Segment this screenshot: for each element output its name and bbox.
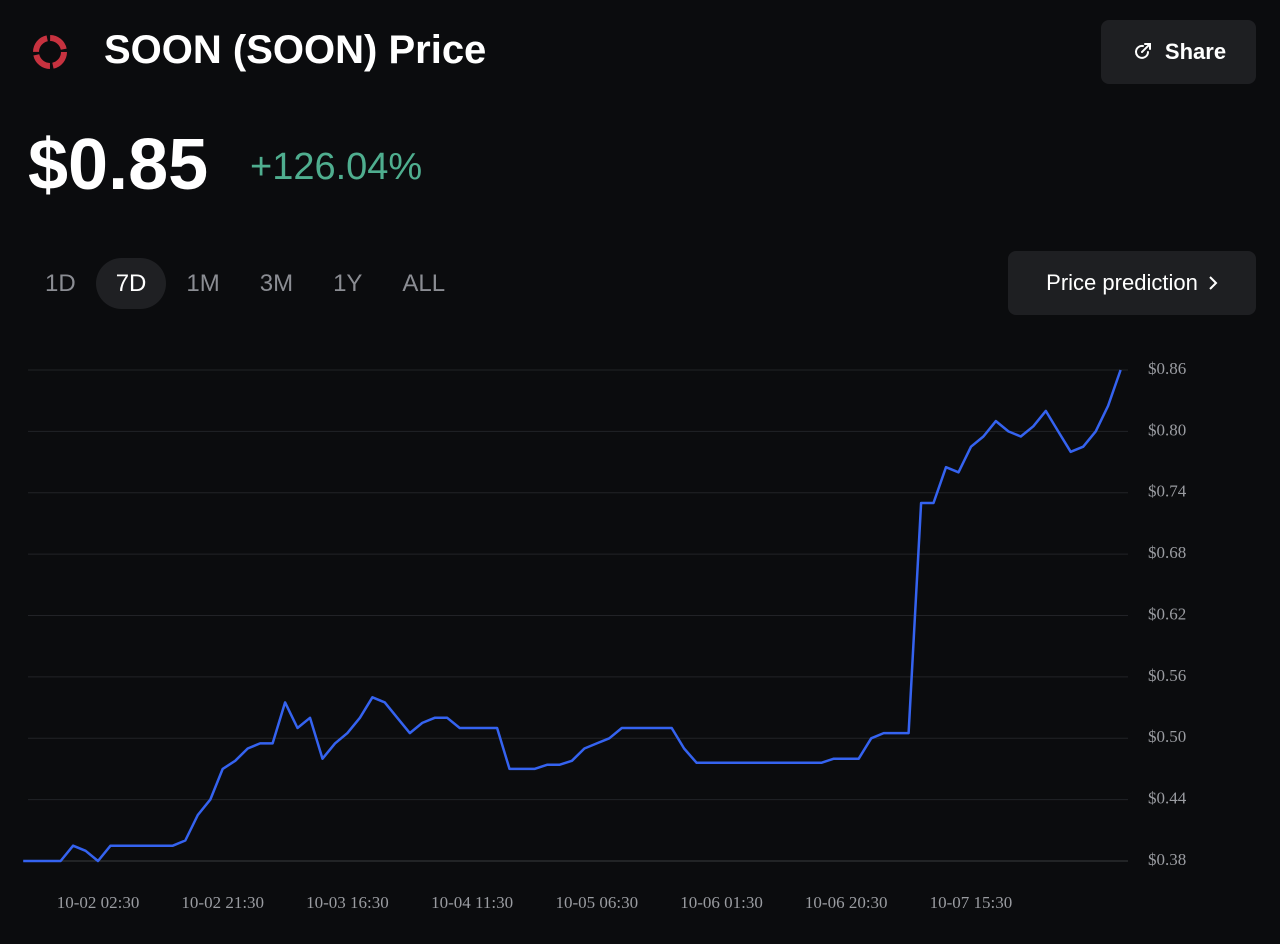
x-tick-label: 10-05 06:30 bbox=[556, 893, 639, 912]
y-tick-label: $0.44 bbox=[1148, 789, 1187, 808]
y-tick-label: $0.74 bbox=[1148, 482, 1187, 501]
logo-ring bbox=[33, 35, 67, 69]
share-icon bbox=[1134, 43, 1151, 59]
x-tick-label: 10-02 21:30 bbox=[181, 893, 264, 912]
y-tick-label: $0.38 bbox=[1148, 850, 1186, 869]
x-tick-label: 10-07 15:30 bbox=[930, 893, 1013, 912]
y-tick-label: $0.68 bbox=[1148, 543, 1186, 562]
price-change: +126.04% bbox=[250, 146, 423, 188]
x-tick-label: 10-03 16:30 bbox=[306, 893, 389, 912]
y-tick-label: $0.62 bbox=[1148, 604, 1186, 623]
prediction-label: Price prediction bbox=[1046, 270, 1198, 295]
range-tabs: 1D 7D 1M 3M 1Y ALL bbox=[25, 258, 465, 309]
x-tick-label: 10-04 11:30 bbox=[431, 893, 513, 912]
share-button[interactable]: Share bbox=[1101, 20, 1256, 84]
title: SOON (SOON) Price bbox=[104, 28, 487, 72]
prediction-button[interactable]: Price prediction bbox=[1008, 251, 1256, 315]
range-tab[interactable]: 1D bbox=[45, 270, 76, 297]
y-tick-label: $0.80 bbox=[1148, 420, 1186, 439]
x-tick-label: 10-02 02:30 bbox=[57, 893, 140, 912]
range-tab[interactable]: 7D bbox=[95, 258, 167, 309]
x-tick-label: 10-06 20:30 bbox=[805, 893, 888, 912]
y-tick-label: $0.56 bbox=[1148, 666, 1186, 685]
price: $0.85 bbox=[28, 125, 209, 205]
y-tick-label: $0.50 bbox=[1148, 727, 1186, 746]
range-tab[interactable]: 1Y bbox=[333, 270, 363, 297]
range-tab[interactable]: 3M bbox=[259, 270, 294, 297]
range-tab[interactable]: ALL bbox=[402, 270, 446, 297]
chevron bbox=[1209, 276, 1218, 290]
price-line bbox=[23, 369, 1122, 863]
x-tick-label: 10-06 01:30 bbox=[680, 893, 763, 912]
share-label: Share bbox=[1164, 39, 1227, 64]
y-tick-label: $0.86 bbox=[1148, 359, 1186, 378]
range-tab[interactable]: 1M bbox=[186, 270, 220, 297]
logo bbox=[33, 35, 67, 69]
